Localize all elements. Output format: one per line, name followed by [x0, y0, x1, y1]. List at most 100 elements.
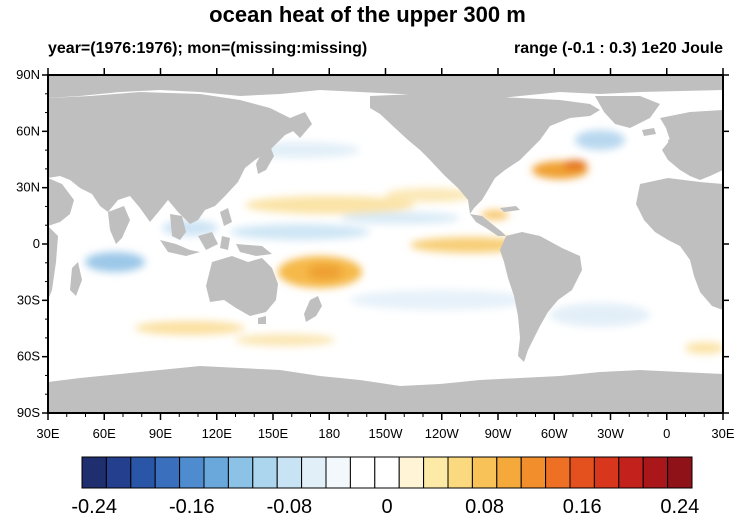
- anomaly-southern-indian-positive: [135, 321, 245, 335]
- land-iceland: [642, 128, 656, 136]
- subtitle-value-range: range (-0.1 : 0.3) 1e20 Joule: [514, 40, 723, 57]
- anomaly-sw-pacific-core: [307, 264, 343, 280]
- land-masses: [48, 75, 723, 413]
- colorbar-swatch: [227, 456, 254, 489]
- land-south-america: [500, 232, 582, 362]
- lat-tick-label: 90S: [17, 405, 40, 420]
- land-new-guinea: [236, 244, 272, 256]
- lon-tick-label: 120E: [202, 426, 233, 441]
- colorbar: -0.24 -0.16 -0.08 0 0.08 0.16 0.24: [71, 456, 699, 515]
- lat-tick-label: 0: [33, 236, 40, 251]
- lon-tick-label: 60E: [93, 426, 116, 441]
- colorbar-label: -0.08: [267, 496, 313, 515]
- land-antarctica: [48, 366, 723, 413]
- colorbar-swatch: [154, 456, 181, 489]
- map-panel: [48, 75, 723, 413]
- colorbar-swatch: [423, 456, 449, 489]
- lat-tick-label: 30S: [17, 292, 40, 307]
- anomaly-caribbean-positive: [481, 210, 509, 220]
- anomaly-southern-pacific-positive: [235, 334, 335, 346]
- colorbar-label: -0.24: [71, 496, 117, 515]
- colorbar-label: 0.24: [660, 496, 699, 515]
- colorbar-label: 0.08: [465, 496, 504, 515]
- land-central-america: [470, 214, 506, 236]
- land-africa-west: [636, 178, 723, 310]
- land-australia: [206, 256, 278, 316]
- land-kamchatka: [290, 112, 312, 138]
- colorbar-swatch: [301, 456, 327, 489]
- colorbar-swatch: [276, 456, 303, 489]
- lon-tick-label: 90E: [149, 426, 172, 441]
- land-tasmania: [258, 316, 266, 324]
- land-philippines: [220, 208, 232, 226]
- colorbar-swatch: [618, 456, 644, 489]
- colorbar-swatch: [447, 456, 473, 489]
- colorbar-label: 0.16: [563, 496, 602, 515]
- colorbar-swatch: [349, 456, 376, 489]
- colorbar-swatch: [130, 456, 156, 489]
- land-india: [108, 206, 130, 244]
- land-new-zealand: [304, 296, 322, 322]
- lon-tick-label: 30E: [711, 426, 734, 441]
- colorbar-swatch: [667, 456, 693, 489]
- land-sumatra-java: [160, 240, 200, 256]
- anomaly-n-pacific-positive: [245, 196, 415, 214]
- anomaly-gulf-stream-core: [563, 160, 587, 170]
- colorbar-swatch: [252, 456, 278, 489]
- colorbar-swatch: [105, 456, 132, 489]
- lon-tick-label: 150E: [258, 426, 289, 441]
- colorbar-label: -0.16: [169, 496, 215, 515]
- colorbar-swatch: [325, 456, 351, 489]
- subtitle-time-range: year=(1976:1976); mon=(missing:missing): [48, 40, 368, 57]
- lon-tick-label: 30E: [36, 426, 59, 441]
- colorbar-swatch: [545, 456, 571, 489]
- colorbar-swatch: [520, 456, 547, 489]
- colorbar-swatch: [374, 456, 400, 489]
- lon-tick-label: 0: [663, 426, 670, 441]
- colorbar-swatch: [642, 456, 669, 489]
- colorbar-label: 0: [381, 496, 392, 515]
- land-europe: [660, 110, 723, 180]
- anomaly-w-pacific-negative: [230, 224, 370, 240]
- land-africa-east: [48, 226, 58, 300]
- lat-tick-label: 60N: [16, 123, 40, 138]
- lon-tick-label: 60W: [541, 426, 568, 441]
- colorbar-swatch: [569, 456, 595, 489]
- lat-tick-label: 60S: [17, 349, 40, 364]
- colorbar-swatch: [593, 456, 620, 489]
- land-uk: [668, 136, 678, 150]
- anomaly-e-eq-pacific-positive: [410, 237, 530, 253]
- land-borneo: [198, 232, 218, 250]
- land-sulawesi: [220, 236, 230, 250]
- lon-axis: 30E 60E 90E 120E 150E 180 150W 120W 90W 60W 30W 0 30…: [36, 68, 735, 441]
- lon-tick-label: 30W: [597, 426, 624, 441]
- colorbar-swatch: [203, 456, 229, 489]
- anomaly-central-pacific-negative: [340, 212, 460, 224]
- anomaly-ne-pacific-positive: [385, 188, 475, 202]
- lon-tick-label: 150W: [369, 426, 404, 441]
- colorbar-swatch: [179, 456, 205, 489]
- colorbar-swatch: [496, 456, 522, 489]
- land-arctic: [48, 75, 723, 100]
- colorbar-swatch: [471, 456, 498, 489]
- lon-tick-label: 180: [318, 426, 340, 441]
- land-eurasia: [48, 92, 300, 224]
- land-japan: [256, 146, 274, 174]
- lat-tick-label: 90N: [16, 67, 40, 82]
- anomaly-south-pacific-negative: [350, 290, 530, 310]
- land-madagascar: [70, 262, 82, 296]
- lat-axis: 90N 60N 30N 0 30S 60S 90S: [16, 67, 729, 420]
- land-indochina: [170, 214, 186, 240]
- lat-tick-label: 30N: [16, 180, 40, 195]
- colorbar-swatch: [398, 456, 425, 489]
- anomaly-se-atlantic-positive: [685, 342, 723, 354]
- lon-tick-label: 90W: [485, 426, 512, 441]
- land-greenland: [595, 96, 660, 128]
- anomaly-south-atlantic-negative: [550, 303, 650, 327]
- map-title: ocean heat of the upper 300 m: [209, 2, 526, 27]
- anomaly-subpolar-atlantic-negative: [575, 130, 625, 150]
- land-cuba: [500, 206, 520, 212]
- lon-tick-label: 120W: [425, 426, 460, 441]
- land-north-america: [370, 94, 600, 214]
